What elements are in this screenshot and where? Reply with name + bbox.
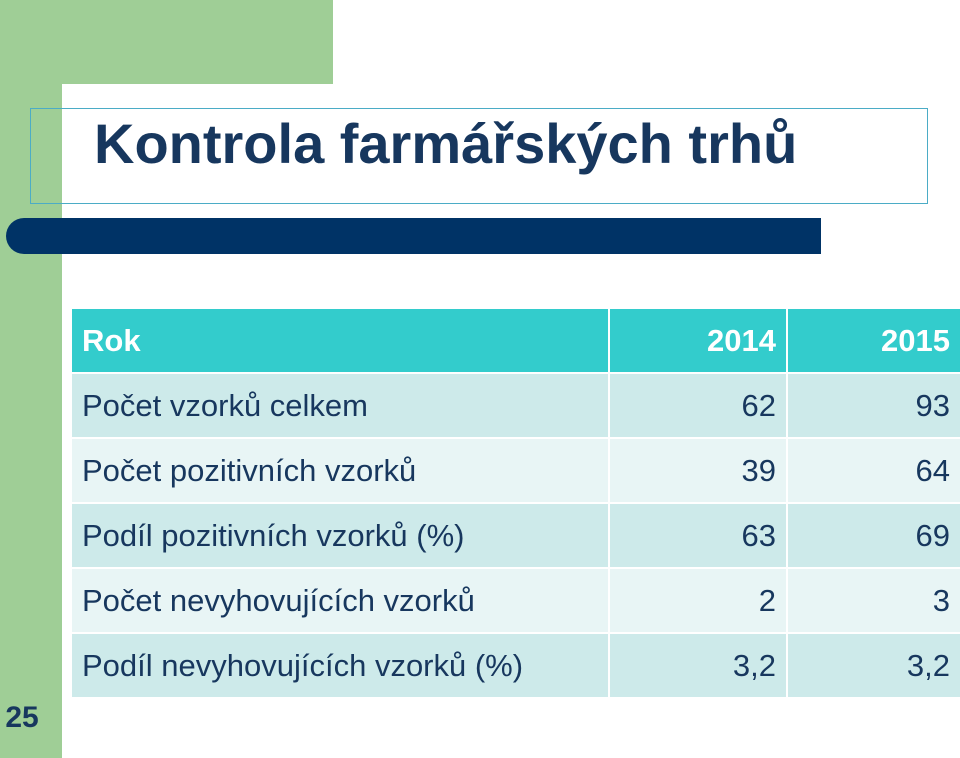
results-table: Rok 2014 2015 Počet vzorků celkem 62 93 …: [70, 307, 960, 699]
header-2014: 2014: [608, 307, 788, 374]
left-green-band: [0, 0, 62, 758]
table-header-row: Rok 2014 2015: [70, 307, 960, 374]
value-2014: 2: [608, 567, 788, 634]
title-frame: [30, 108, 928, 204]
value-2015: 3: [786, 567, 960, 634]
table-row: Počet nevyhovujících vzorků 2 3: [70, 567, 960, 634]
value-2015: 69: [786, 502, 960, 569]
row-label: Počet vzorků celkem: [70, 372, 610, 439]
table-row: Podíl nevyhovujících vzorků (%) 3,2 3,2: [70, 632, 960, 699]
row-label: Podíl pozitivních vzorků (%): [70, 502, 610, 569]
value-2014: 63: [608, 502, 788, 569]
value-2015: 64: [786, 437, 960, 504]
row-label: Počet nevyhovujících vzorků: [70, 567, 610, 634]
value-2015: 3,2: [786, 632, 960, 699]
table-row: Podíl pozitivních vzorků (%) 63 69: [70, 502, 960, 569]
row-label: Počet pozitivních vzorků: [70, 437, 610, 504]
value-2014: 62: [608, 372, 788, 439]
slide-title: Kontrola farmářských trhů: [94, 112, 798, 175]
table-row: Počet vzorků celkem 62 93: [70, 372, 960, 439]
header-year: Rok: [70, 307, 610, 374]
top-green-band: [0, 0, 333, 84]
title-underline-bar: [6, 218, 821, 254]
value-2014: 3,2: [608, 632, 788, 699]
value-2015: 93: [786, 372, 960, 439]
header-2015: 2015: [786, 307, 960, 374]
row-label: Podíl nevyhovujících vzorků (%): [70, 632, 610, 699]
table-row: Počet pozitivních vzorků 39 64: [70, 437, 960, 504]
value-2014: 39: [608, 437, 788, 504]
page-number: 25: [5, 701, 39, 734]
